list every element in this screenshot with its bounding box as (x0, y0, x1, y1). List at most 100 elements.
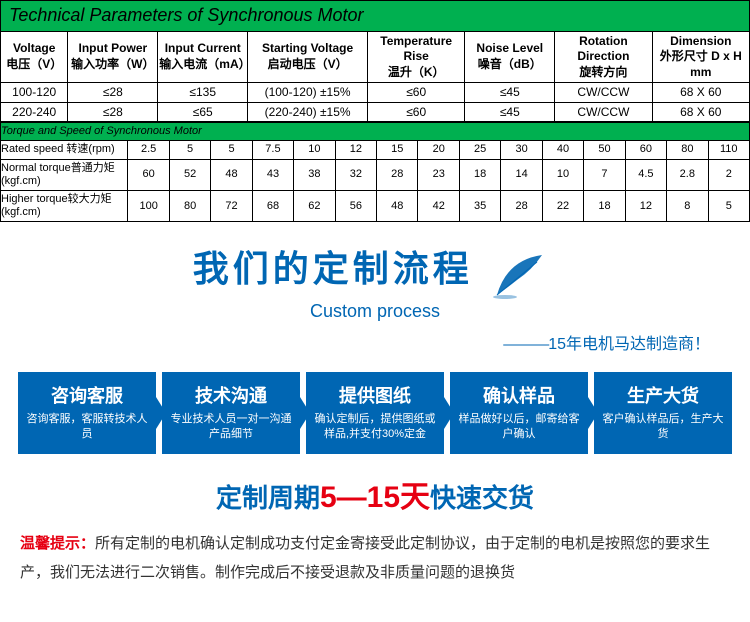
params-cell: CW/CCW (555, 102, 652, 121)
step-desc: 专业技术人员一对一沟通产品细节 (168, 412, 294, 443)
notice: 温馨提示：所有定制的电机确认定制成功支付定金寄接受此定制协议，由于定制的电机是按… (0, 516, 750, 597)
params-cell: (100-120) ±15% (248, 83, 368, 102)
step-title: 提供图纸 (312, 382, 438, 408)
torque-cell: 28 (501, 190, 542, 221)
torque-cell: 43 (252, 159, 293, 190)
sub-title: Custom process (0, 301, 750, 322)
torque-cell: 14 (501, 159, 542, 190)
torque-cell: 12 (335, 141, 376, 159)
torque-cell: 2 (708, 159, 749, 190)
torque-cell: 60 (625, 141, 666, 159)
torque-cell: 48 (377, 190, 418, 221)
params-table: Technical Parameters of Synchronous Moto… (0, 0, 750, 122)
params-cell: 100-120 (1, 83, 68, 102)
torque-cell: 25 (459, 141, 500, 159)
params-col-head: Input Power输入功率（W） (68, 31, 158, 83)
params-cell: ≤65 (158, 102, 248, 121)
torque-header: Torque and Speed of Synchronous Motor (1, 123, 750, 141)
script-title: 我们的定制流程 (193, 240, 473, 292)
torque-cell: 18 (459, 159, 500, 190)
torque-cell: 7.5 (252, 141, 293, 159)
params-cell: CW/CCW (555, 83, 652, 102)
process-step: 提供图纸确认定制后，提供图纸或样品,并支付30%定金 (306, 372, 444, 455)
step-title: 咨询客服 (24, 382, 150, 408)
torque-cell: 40 (542, 141, 583, 159)
params-col-head: Temperature Rise温升（K） (367, 31, 464, 83)
torque-row-label: Rated speed 转速(rpm) (1, 141, 128, 159)
params-cell: ≤60 (367, 83, 464, 102)
torque-cell: 5 (169, 141, 210, 159)
process-step: 确认样品样品做好以后，邮寄给客户确认 (450, 372, 588, 455)
process-steps: 咨询客服咨询客服，客服转技术人员技术沟通专业技术人员一对一沟通产品细节提供图纸确… (0, 372, 750, 455)
params-cell: (220-240) ±15% (248, 102, 368, 121)
torque-cell: 42 (418, 190, 459, 221)
torque-cell: 5 (708, 190, 749, 221)
feather-icon (487, 250, 557, 305)
torque-cell: 10 (294, 141, 335, 159)
torque-cell: 50 (584, 141, 625, 159)
step-desc: 咨询客服，客服转技术人员 (24, 412, 150, 443)
torque-cell: 110 (708, 141, 749, 159)
step-desc: 样品做好以后，邮寄给客户确认 (456, 412, 582, 443)
params-col-head: Dimension外形尺寸 D x H mm (652, 31, 749, 83)
step-desc: 确认定制后，提供图纸或样品,并支付30%定金 (312, 412, 438, 443)
params-col-head: Input Current输入电流（mA） (158, 31, 248, 83)
torque-cell: 56 (335, 190, 376, 221)
params-cell: 220-240 (1, 102, 68, 121)
torque-cell: 32 (335, 159, 376, 190)
process-step: 生产大货客户确认样品后，生产大货 (594, 372, 732, 455)
step-title: 生产大货 (600, 382, 726, 408)
torque-cell: 20 (418, 141, 459, 159)
params-cell: ≤28 (68, 83, 158, 102)
params-cell: 68 X 60 (652, 102, 749, 121)
torque-cell: 22 (542, 190, 583, 221)
torque-cell: 35 (459, 190, 500, 221)
torque-cell: 2.5 (128, 141, 169, 159)
torque-cell: 60 (128, 159, 169, 190)
step-desc: 客户确认样品后，生产大货 (600, 412, 726, 443)
notice-text: 所有定制的电机确认定制成功支付定金寄接受此定制协议，由于定制的电机是按照您的要求… (20, 535, 710, 581)
process-step: 咨询客服咨询客服，客服转技术人员 (18, 372, 156, 455)
torque-cell: 80 (169, 190, 210, 221)
params-col-head: Rotation Direction旋转方向 (555, 31, 652, 83)
torque-cell: 48 (211, 159, 252, 190)
torque-cell: 7 (584, 159, 625, 190)
torque-cell: 12 (625, 190, 666, 221)
params-col-head: Starting Voltage启动电压（V） (248, 31, 368, 83)
torque-cell: 62 (294, 190, 335, 221)
torque-cell: 72 (211, 190, 252, 221)
params-col-head: Noise Level噪音（dB） (465, 31, 555, 83)
torque-cell: 38 (294, 159, 335, 190)
cycle-line: 定制周期5—15天快速交货 (0, 472, 750, 516)
torque-cell: 15 (377, 141, 418, 159)
torque-row-label: Higher torque较大力矩(kgf.cm) (1, 190, 128, 221)
custom-process-heading: 我们的定制流程 Custom process ———15年电机马达制造商！ (0, 240, 750, 353)
step-title: 技术沟通 (168, 382, 294, 408)
torque-cell: 28 (377, 159, 418, 190)
params-cell: ≤28 (68, 102, 158, 121)
process-step: 技术沟通专业技术人员一对一沟通产品细节 (162, 372, 300, 455)
tagline: ———15年电机马达制造商！ (0, 330, 750, 354)
notice-label: 温馨提示： (20, 535, 95, 552)
torque-cell: 80 (667, 141, 708, 159)
torque-cell: 10 (542, 159, 583, 190)
step-title: 确认样品 (456, 382, 582, 408)
torque-table: Torque and Speed of Synchronous Motor Ra… (0, 122, 750, 222)
params-cell: ≤135 (158, 83, 248, 102)
torque-cell: 5 (211, 141, 252, 159)
torque-cell: 23 (418, 159, 459, 190)
torque-cell: 4.5 (625, 159, 666, 190)
params-cell: ≤45 (465, 83, 555, 102)
torque-row-label: Normal torque普通力矩(kgf.cm) (1, 159, 128, 190)
torque-cell: 2.8 (667, 159, 708, 190)
torque-cell: 8 (667, 190, 708, 221)
params-col-head: Voltage电压（V） (1, 31, 68, 83)
params-header: Technical Parameters of Synchronous Moto… (1, 1, 750, 32)
torque-cell: 100 (128, 190, 169, 221)
params-cell: ≤45 (465, 102, 555, 121)
torque-cell: 68 (252, 190, 293, 221)
torque-cell: 52 (169, 159, 210, 190)
torque-cell: 18 (584, 190, 625, 221)
params-cell: 68 X 60 (652, 83, 749, 102)
params-cell: ≤60 (367, 102, 464, 121)
